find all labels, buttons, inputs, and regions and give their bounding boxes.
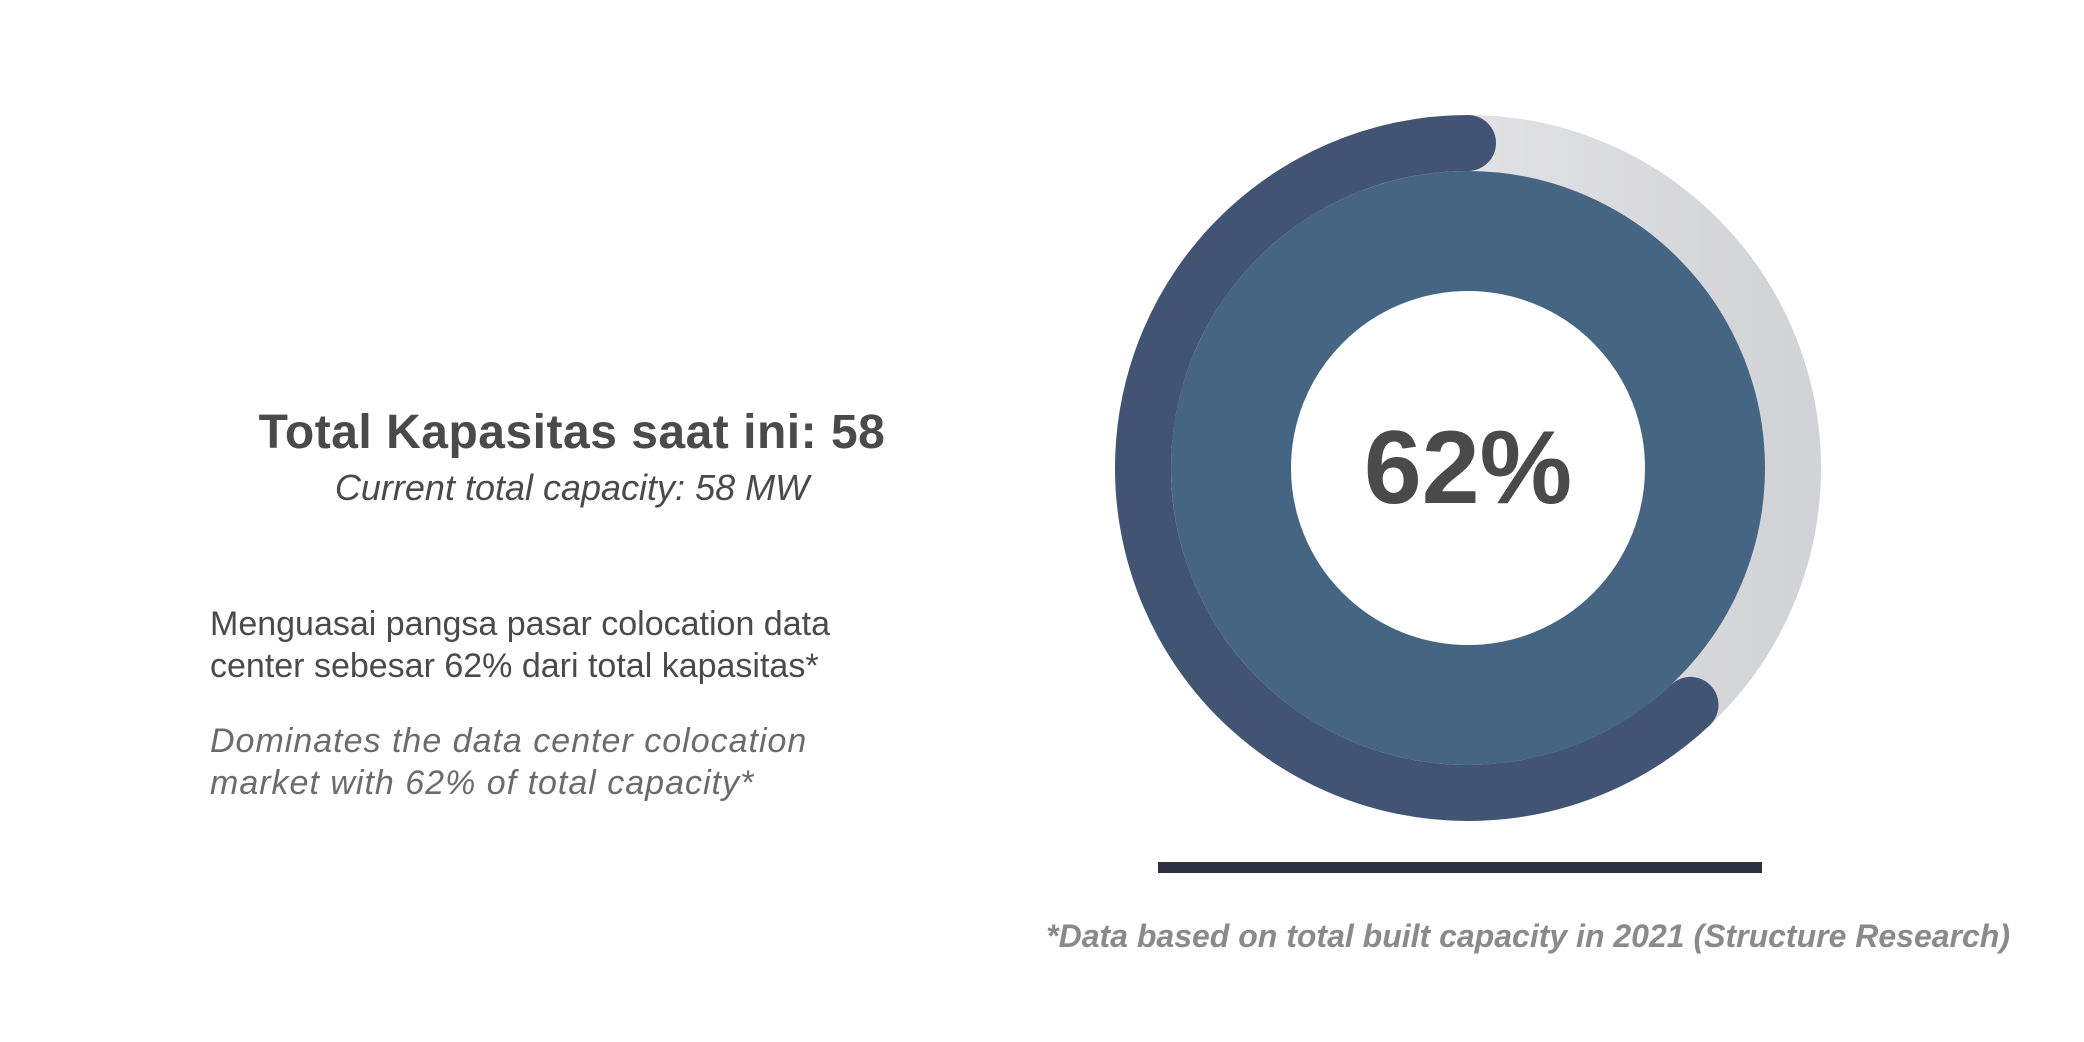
- info-block: Total Kapasitas saat ini: 58 Current tot…: [210, 406, 1030, 804]
- inner-ring: [1171, 171, 1765, 765]
- description-english-line-1: Dominates the data center colocation: [210, 722, 808, 760]
- chart-baseline: [1158, 862, 1762, 873]
- subheadline: Current total capacity: 58 MW: [334, 467, 810, 508]
- description-indonesian: Menguasai pangsa pasar colocation data c…: [210, 603, 1030, 687]
- value-arc: [1115, 115, 1719, 821]
- description-english-line-2: market with 62% of total capacity*: [210, 764, 755, 802]
- description-indonesian-line-1: Menguasai pangsa pasar colocation data: [210, 605, 830, 643]
- donut-chart-svg: 62%: [1115, 115, 1821, 873]
- donut-chart: 62%: [1100, 100, 1840, 880]
- description-indonesian-line-2: center sebesar 62% dari total kapasitas*: [210, 647, 819, 685]
- center-percentage-label: 62%: [1364, 410, 1572, 526]
- headline: Total Kapasitas saat ini: 58: [258, 406, 886, 459]
- footnote: *Data based on total built capacity in 2…: [1046, 918, 2010, 954]
- description-english: Dominates the data center colocation mar…: [210, 720, 1030, 804]
